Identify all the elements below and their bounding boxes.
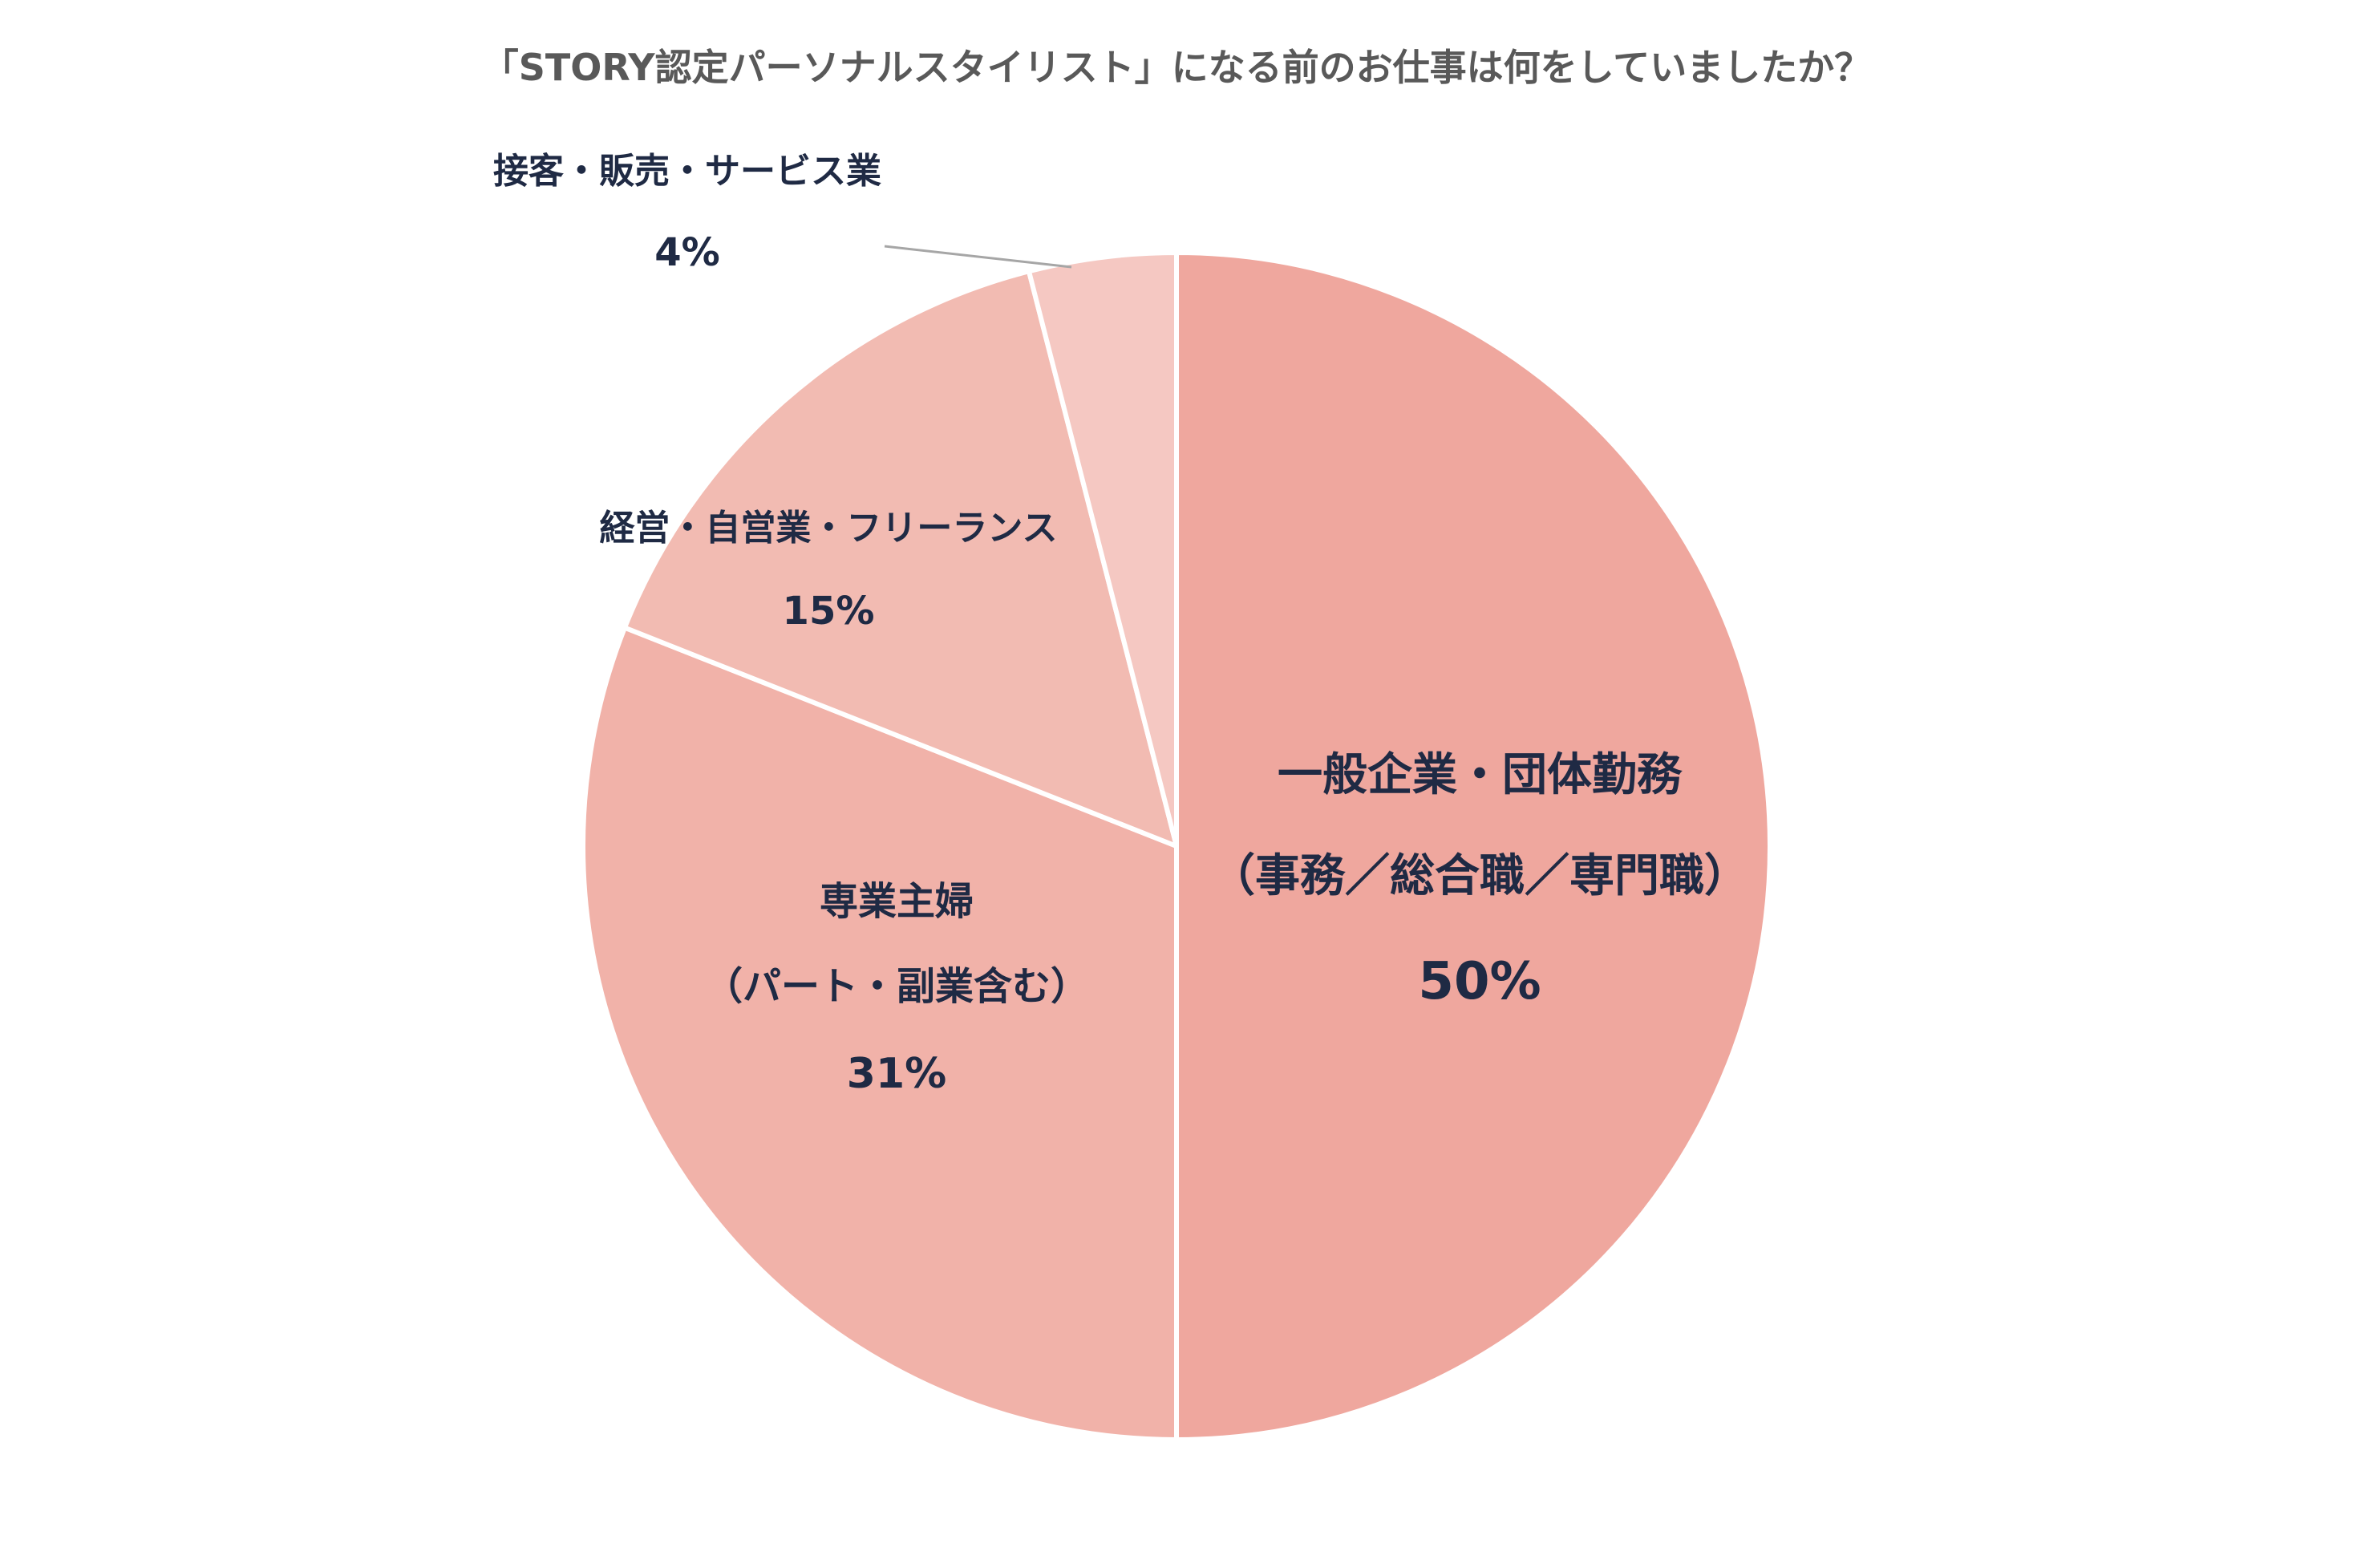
slice-value-label: 50% xyxy=(1418,952,1541,1011)
slice-label: （事務／総合職／専門職） xyxy=(1210,850,1749,902)
pie-slice xyxy=(581,625,1179,1442)
slice-label: （パート・副業含む） xyxy=(704,964,1089,1009)
slice-value-label: 15% xyxy=(783,589,875,634)
pie-slice xyxy=(622,269,1179,849)
slice-labels: 一般企業・団体勤務 （事務／総合職／専門職） 50% 専業主婦 （パート・副業含む） 31… xyxy=(493,151,1749,1098)
slice-value-label: 4% xyxy=(654,230,720,275)
slice-label: 一般企業・団体勤務 xyxy=(1278,749,1683,801)
slice-label: 専業主婦 xyxy=(820,879,974,924)
slice-label: 接客・販売・サービス業 xyxy=(493,151,881,192)
slice-label: 経営・自営業・フリーランス xyxy=(599,508,1057,549)
pie-slices xyxy=(581,250,1772,1442)
leader-lines xyxy=(884,245,1072,269)
chart-title: 「STORY認定パーソナルスタイリスト」になる前のお仕事は何をしていましたか？ xyxy=(482,46,1871,89)
pie-slice xyxy=(1174,250,1772,1442)
pie-slice xyxy=(1026,250,1179,849)
leader-line xyxy=(884,245,1072,269)
slice-value-label: 31% xyxy=(847,1050,946,1098)
